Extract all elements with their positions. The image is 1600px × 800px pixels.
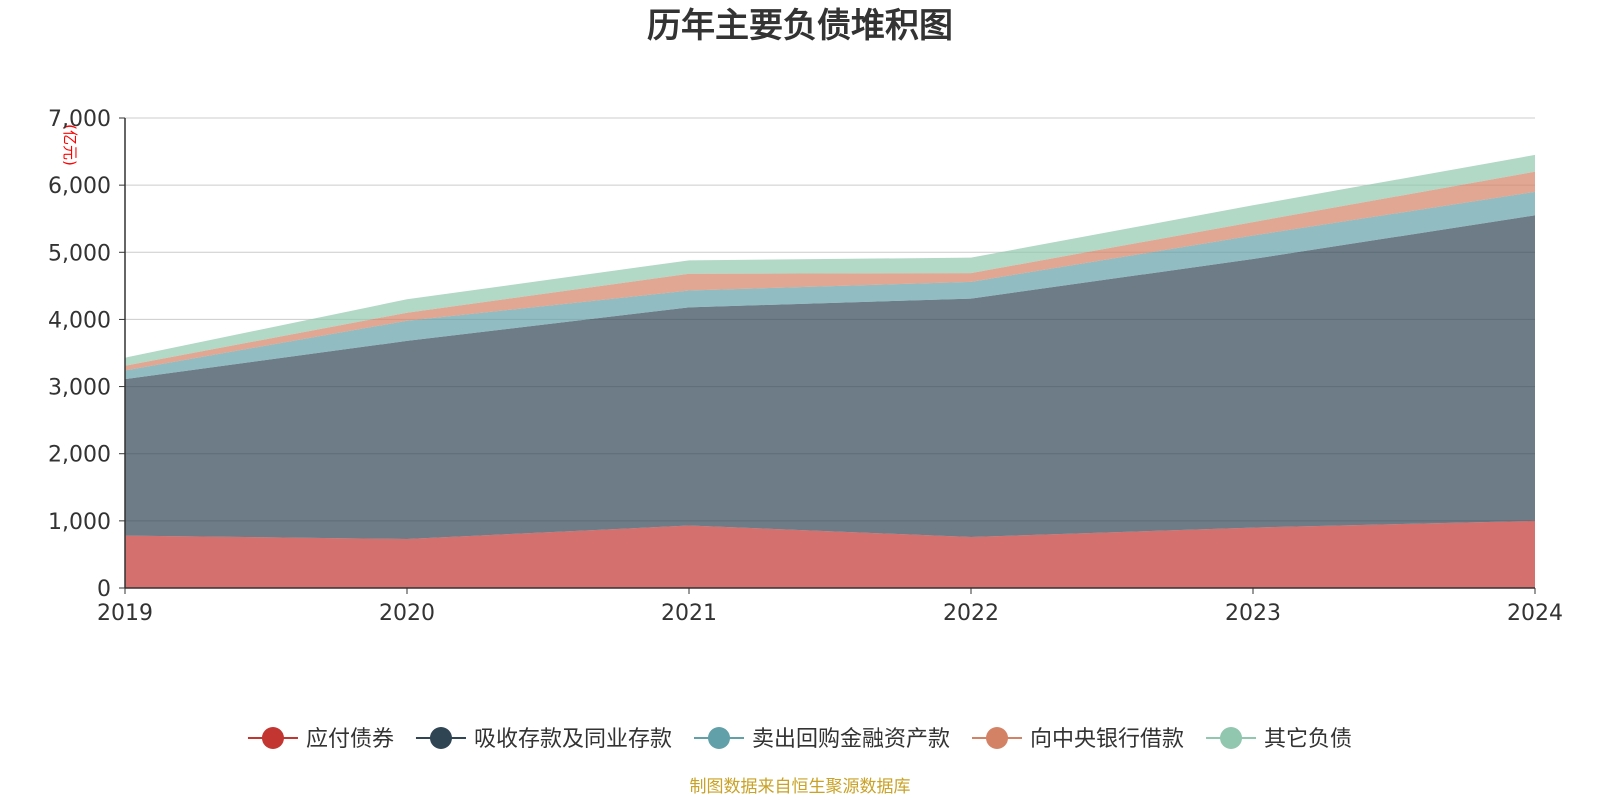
legend-label: 应付债券 — [306, 727, 394, 752]
y-axis-unit: (亿元) — [61, 124, 79, 166]
chart-title: 历年主要负债堆积图 — [647, 6, 953, 46]
legend-marker — [707, 727, 730, 749]
x-tick-label: 2020 — [379, 601, 435, 626]
legend-item[interactable]: 吸收存款及同业存款 — [415, 727, 672, 752]
y-tick-label: 1,000 — [48, 510, 111, 535]
legend-label: 吸收存款及同业存款 — [474, 727, 672, 752]
legend-item[interactable]: 其它负债 — [1206, 727, 1352, 752]
area-吸收存款及同业存款 — [125, 215, 1535, 539]
y-tick-label: 4,000 — [48, 308, 111, 333]
y-tick-label: 0 — [97, 577, 111, 602]
legend-item[interactable]: 向中央银行借款 — [972, 727, 1184, 752]
y-tick-label: 5,000 — [48, 241, 111, 266]
x-tick-label: 2024 — [1507, 601, 1563, 626]
legend-marker — [986, 727, 1009, 749]
area-应付债券 — [125, 520, 1535, 588]
x-tick-label: 2021 — [661, 601, 717, 626]
legend-marker — [1220, 727, 1243, 749]
axes: 0 1,000 2,000 3,000 4,000 5,000 6,000 7,000 2019… — [48, 107, 1563, 626]
legend: 应付债券 吸收存款及同业存款 卖出回购金融资产款 向中央银行借款 其它负债 — [247, 727, 1352, 752]
x-tick-label: 2023 — [1225, 601, 1281, 626]
legend-marker — [261, 727, 284, 749]
legend-label: 卖出回购金融资产款 — [752, 727, 950, 752]
legend-item[interactable]: 卖出回购金融资产款 — [693, 727, 950, 752]
data-source-note: 制图数据来自恒生聚源数据库 — [690, 777, 911, 797]
legend-label: 向中央银行借款 — [1030, 727, 1184, 752]
y-tick-label: 2,000 — [48, 443, 111, 468]
legend-item[interactable]: 应付债券 — [247, 727, 394, 752]
legend-label: 其它负债 — [1264, 727, 1352, 752]
y-tick-label: 6,000 — [48, 174, 111, 199]
x-tick-label: 2019 — [97, 601, 153, 626]
x-tick-label: 2022 — [943, 601, 999, 626]
legend-marker — [429, 727, 452, 749]
area-卖出回购金融资产款 — [125, 191, 1535, 380]
area-其它负债 — [125, 154, 1535, 366]
y-tick-label: 7,000 — [48, 107, 111, 132]
stacked-areas — [125, 154, 1535, 588]
y-tick-label: 3,000 — [48, 376, 111, 401]
